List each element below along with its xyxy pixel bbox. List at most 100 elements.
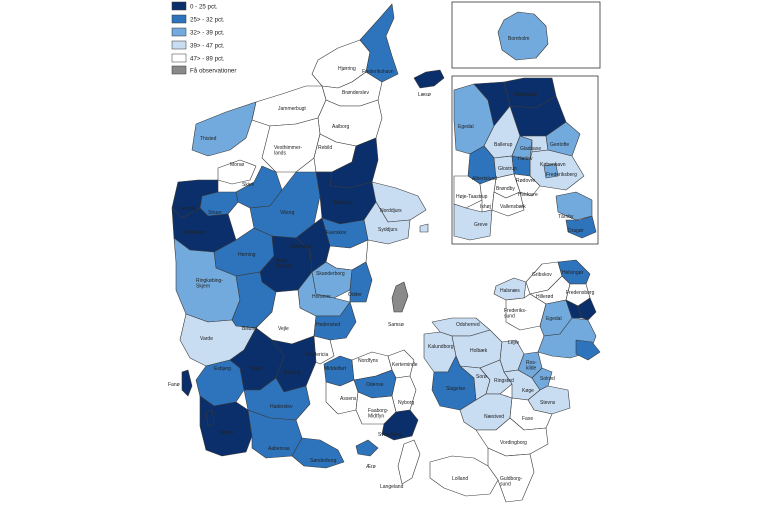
label-vordingborg: Vordingborg (500, 440, 527, 446)
municipality-aero (355, 439, 379, 457)
inset-municipality-dragor (565, 215, 597, 239)
municipality-fano (181, 369, 193, 397)
label-lolland: Lolland (452, 476, 468, 482)
label-aalborg: Aalborg (332, 124, 349, 130)
legend-label: 0 - 25 pct. (190, 4, 218, 11)
municipality-ringsted (479, 359, 513, 395)
inset-label-albertslund: Albertslund (472, 176, 497, 182)
label-vejen: Vejen (250, 366, 263, 372)
label-samso: Samsø (388, 322, 404, 328)
label-struer: Struer (208, 210, 222, 216)
inset-municipality-greve (453, 203, 493, 241)
label-ringkobing: Ringkøbing-Skjern (196, 278, 223, 290)
label-randers: Randers (334, 200, 353, 206)
municipality-guldborgsund (487, 447, 535, 503)
region-zealand (423, 259, 601, 503)
municipality-faaborg-midtfyn (355, 391, 397, 425)
legend-item: 25> - 32 pct. (171, 14, 225, 24)
label-aero: Ærø (366, 464, 376, 470)
label-odense: Odense (366, 382, 384, 388)
label-nyborg: Nyborg (398, 400, 414, 406)
label-hillerod: Hillerød (536, 294, 553, 300)
inset-labels: Rudersdal Egedal Ballerup Gladsaxe Gento… (456, 92, 584, 234)
inset-label-greve: Greve (474, 222, 488, 228)
label-hjorring: Hjørring (338, 66, 356, 72)
legend-label: 25> - 32 pct. (190, 17, 225, 24)
inset-label-ballerup: Ballerup (494, 142, 513, 148)
municipality-langeland (397, 439, 421, 485)
label-gribskov: Gribskov (532, 272, 552, 278)
label-halsnaes: Halsnæs (500, 288, 520, 294)
label-billund: Billund (242, 326, 257, 332)
map-labels: Hjørring Frederikshavn Læsø Brønderslev … (168, 36, 595, 490)
municipality-odder (349, 261, 373, 303)
label-silkeborg: Silkeborg (290, 244, 311, 250)
label-lemvig: Lemvig (180, 206, 196, 212)
label-tonder: Tønder (218, 430, 234, 436)
label-syddjurs: Syddjurs (378, 227, 398, 233)
label-horsens: Horsens (312, 294, 331, 300)
label-solrod: Solrød (540, 376, 555, 382)
label-viborg: Viborg (280, 210, 295, 216)
label-thisted: Thisted (200, 136, 217, 142)
inset-label-gladsaxe: Gladsaxe (520, 146, 541, 152)
label-odder: Odder (348, 292, 362, 298)
label-rebild: Rebild (318, 145, 332, 151)
municipality-solrod (531, 367, 553, 391)
label-frederikssund: Frederiks-sund (504, 308, 527, 320)
label-vesthimmerland: Vesthimmer-lands (274, 145, 302, 157)
label-fredericia: Fredericia (306, 352, 328, 358)
region-funen (323, 349, 421, 485)
municipality-fredericia (313, 335, 335, 365)
inset-label-vallensbaek: Vallensbæk (500, 204, 526, 210)
legend-swatch (171, 27, 187, 37)
inset-label-herlev: Herlev (518, 156, 533, 162)
label-esbjerg: Esbjerg (214, 366, 231, 372)
inset-label-ishoj: Ishøj (480, 204, 491, 210)
legend-swatch (171, 53, 187, 63)
label-slagelse: Slagelse (446, 386, 465, 392)
legend-item: 39> - 47 pct. (171, 40, 225, 50)
label-hedensted: Hedensted (316, 322, 340, 328)
municipality-lolland (429, 455, 499, 497)
municipality-syddjurs (363, 201, 411, 245)
municipality-rudersdal-main (577, 297, 597, 321)
label-herning: Herning (238, 252, 256, 258)
label-kolding: Kolding (284, 370, 301, 376)
legend-swatch (171, 65, 187, 75)
inset-label-brondby: Brøndby (496, 186, 515, 192)
inset-label-glostrup: Glostrup (498, 166, 517, 172)
label-faaborg: Faaborg-Midtfyn (368, 408, 389, 420)
label-aabenraa: Aabenraa (268, 446, 290, 452)
label-helsingor: Helsingør (562, 270, 584, 276)
label-jammerbugt: Jammerbugt (278, 106, 306, 112)
label-ikast-brande: Ikast-Brande (276, 258, 292, 270)
municipality-rømø-island (205, 409, 215, 427)
municipality-laeso (413, 69, 445, 89)
municipality-sonderborg (291, 437, 345, 469)
municipality-frederikshavn (359, 3, 399, 83)
label-fano: Fanø (168, 382, 180, 388)
municipality-nyborg (391, 375, 417, 413)
label-egedal: Egedal (546, 316, 562, 322)
label-morso: Morsø (230, 162, 244, 168)
inset-label-dragor: Dragør (568, 228, 584, 234)
label-langeland: Langeland (380, 484, 404, 490)
legend-item: 47> - 89 pct. (171, 53, 225, 63)
legend-swatch (171, 1, 187, 11)
label-kalundborg: Kalundborg (428, 344, 454, 350)
legend-label: 32> - 39 pct. (190, 30, 225, 37)
label-haderslev: Haderslev (270, 404, 293, 410)
municipality-amager (575, 339, 601, 361)
legend-item: Få observationer (171, 65, 236, 75)
inset-municipality-frederiksberg (543, 163, 559, 179)
legend-swatch (171, 14, 187, 24)
municipality-thisted (191, 101, 257, 157)
label-bornholm: Bornholm (508, 36, 529, 42)
legend-label: 47> - 89 pct. (190, 56, 225, 63)
label-lejre: Lejre (508, 340, 519, 346)
inset-municipality-hvidovre (513, 173, 541, 197)
legend-label: 39> - 47 pct. (190, 43, 225, 50)
label-norddjurs: Norddjurs (380, 208, 402, 214)
label-koge: Køge (522, 388, 534, 394)
